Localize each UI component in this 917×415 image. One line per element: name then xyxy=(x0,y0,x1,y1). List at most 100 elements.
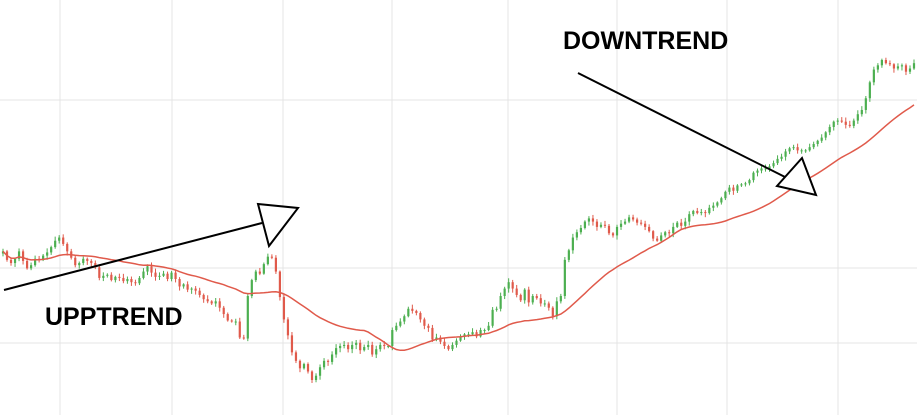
candle-body xyxy=(246,296,249,339)
candle-body xyxy=(114,276,117,281)
candle-body xyxy=(25,260,29,269)
candle-body xyxy=(314,375,318,380)
candle xyxy=(752,171,755,183)
candle xyxy=(864,95,867,114)
candle-body xyxy=(391,330,394,346)
candle xyxy=(214,298,217,307)
candle xyxy=(567,248,570,263)
candle xyxy=(371,341,374,357)
candle-body xyxy=(555,301,558,317)
candle xyxy=(306,362,310,374)
candle-body xyxy=(499,296,502,309)
candle xyxy=(756,168,759,177)
candle-body xyxy=(270,256,273,258)
candle xyxy=(258,267,261,276)
candle xyxy=(186,281,189,293)
candle-body xyxy=(274,257,277,272)
candle xyxy=(495,306,498,312)
candle xyxy=(583,220,587,230)
candle-body xyxy=(511,282,514,289)
candle xyxy=(800,148,803,154)
candle-body xyxy=(98,267,101,278)
moving-average xyxy=(2,104,915,352)
candle-body xyxy=(892,64,896,69)
candle-body xyxy=(182,284,185,287)
candle xyxy=(736,184,739,193)
candle-body xyxy=(431,327,434,340)
candle xyxy=(419,311,422,323)
candle-body xyxy=(302,364,306,369)
candle xyxy=(78,261,81,269)
candle xyxy=(375,345,378,359)
candle xyxy=(692,209,695,217)
candle xyxy=(623,218,627,225)
candle-body xyxy=(776,158,779,164)
candle xyxy=(571,233,574,254)
candle xyxy=(908,65,912,75)
candle-body xyxy=(635,219,639,223)
candle xyxy=(635,217,639,226)
candle-body xyxy=(615,226,619,236)
candle xyxy=(483,328,486,334)
candle xyxy=(820,134,823,143)
candle xyxy=(627,214,631,224)
candle-body xyxy=(732,187,735,191)
candle xyxy=(816,139,819,147)
candle-body xyxy=(908,68,912,72)
candle-body xyxy=(680,222,683,226)
candle-body xyxy=(603,224,607,226)
candle-body xyxy=(310,371,314,380)
candle xyxy=(499,292,502,312)
candle-body xyxy=(230,320,233,322)
candle xyxy=(459,334,462,342)
candle xyxy=(246,294,249,342)
candle-body xyxy=(912,63,916,69)
candle-body xyxy=(395,325,398,331)
candle-body xyxy=(551,307,554,317)
candle-body xyxy=(788,148,791,152)
candle-body xyxy=(347,344,350,350)
uptrend-arrow-shaft xyxy=(3,222,263,291)
candle xyxy=(732,184,735,195)
candle xyxy=(688,211,691,226)
candle xyxy=(888,60,892,67)
candle-body xyxy=(672,226,675,234)
candle xyxy=(607,223,611,236)
candle-body xyxy=(318,367,322,376)
candle xyxy=(768,164,771,172)
candle-body xyxy=(238,321,241,338)
candle-body xyxy=(860,109,863,115)
candle-body xyxy=(118,276,121,278)
candle-body xyxy=(587,218,591,222)
candle xyxy=(515,284,518,298)
candle-body xyxy=(242,337,245,339)
candle-body xyxy=(455,340,458,345)
candle xyxy=(66,242,69,256)
candle xyxy=(676,221,679,228)
candle xyxy=(475,329,478,339)
candle xyxy=(13,257,17,267)
candle xyxy=(784,148,787,161)
candle xyxy=(479,327,482,338)
candle xyxy=(367,340,370,350)
candle-body xyxy=(888,63,892,65)
candle xyxy=(539,294,542,307)
candle xyxy=(511,279,514,293)
candle-body xyxy=(174,272,177,280)
candle xyxy=(840,117,843,123)
candle-body xyxy=(704,212,707,214)
candle-body xyxy=(539,298,542,304)
candle xyxy=(126,276,129,284)
candle-body xyxy=(326,360,330,362)
candle-body xyxy=(459,336,462,341)
candle xyxy=(411,304,414,314)
candle-body xyxy=(367,344,370,348)
candle-body xyxy=(571,237,574,251)
candle-body xyxy=(29,265,33,269)
candle-body xyxy=(351,344,354,350)
candle xyxy=(503,286,506,300)
candle xyxy=(142,268,145,280)
downtrend-arrow xyxy=(577,72,818,197)
candle xyxy=(724,190,727,201)
